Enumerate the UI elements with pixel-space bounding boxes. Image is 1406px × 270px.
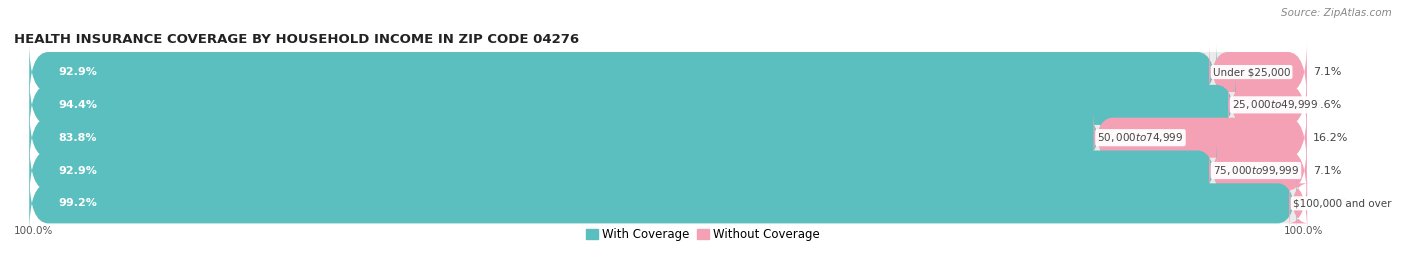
FancyBboxPatch shape bbox=[30, 76, 1236, 134]
Text: $25,000 to $49,999: $25,000 to $49,999 bbox=[1232, 98, 1319, 112]
FancyBboxPatch shape bbox=[1209, 43, 1306, 101]
Text: Under $25,000: Under $25,000 bbox=[1213, 67, 1291, 77]
Text: 94.4%: 94.4% bbox=[59, 100, 97, 110]
Text: $75,000 to $99,999: $75,000 to $99,999 bbox=[1213, 164, 1299, 177]
Text: 99.2%: 99.2% bbox=[59, 198, 97, 208]
FancyBboxPatch shape bbox=[30, 109, 1101, 167]
FancyBboxPatch shape bbox=[1288, 174, 1308, 232]
FancyBboxPatch shape bbox=[30, 141, 1216, 200]
FancyBboxPatch shape bbox=[30, 43, 1306, 101]
FancyBboxPatch shape bbox=[30, 109, 1306, 167]
FancyBboxPatch shape bbox=[30, 76, 1306, 134]
FancyBboxPatch shape bbox=[30, 174, 1296, 232]
Text: 7.1%: 7.1% bbox=[1313, 67, 1341, 77]
Text: $50,000 to $74,999: $50,000 to $74,999 bbox=[1097, 131, 1184, 144]
Text: 0.83%: 0.83% bbox=[1313, 198, 1348, 208]
Text: 7.1%: 7.1% bbox=[1313, 166, 1341, 176]
Text: 92.9%: 92.9% bbox=[59, 67, 97, 77]
Text: 83.8%: 83.8% bbox=[59, 133, 97, 143]
Text: Source: ZipAtlas.com: Source: ZipAtlas.com bbox=[1281, 8, 1392, 18]
Text: 92.9%: 92.9% bbox=[59, 166, 97, 176]
FancyBboxPatch shape bbox=[30, 174, 1306, 232]
FancyBboxPatch shape bbox=[30, 141, 1306, 200]
Legend: With Coverage, Without Coverage: With Coverage, Without Coverage bbox=[581, 223, 825, 246]
FancyBboxPatch shape bbox=[1209, 141, 1306, 200]
Text: HEALTH INSURANCE COVERAGE BY HOUSEHOLD INCOME IN ZIP CODE 04276: HEALTH INSURANCE COVERAGE BY HOUSEHOLD I… bbox=[14, 33, 579, 46]
FancyBboxPatch shape bbox=[30, 43, 1216, 101]
Text: $100,000 and over: $100,000 and over bbox=[1294, 198, 1392, 208]
FancyBboxPatch shape bbox=[1227, 76, 1306, 134]
Text: 5.6%: 5.6% bbox=[1313, 100, 1341, 110]
FancyBboxPatch shape bbox=[1094, 109, 1306, 167]
Text: 16.2%: 16.2% bbox=[1313, 133, 1348, 143]
